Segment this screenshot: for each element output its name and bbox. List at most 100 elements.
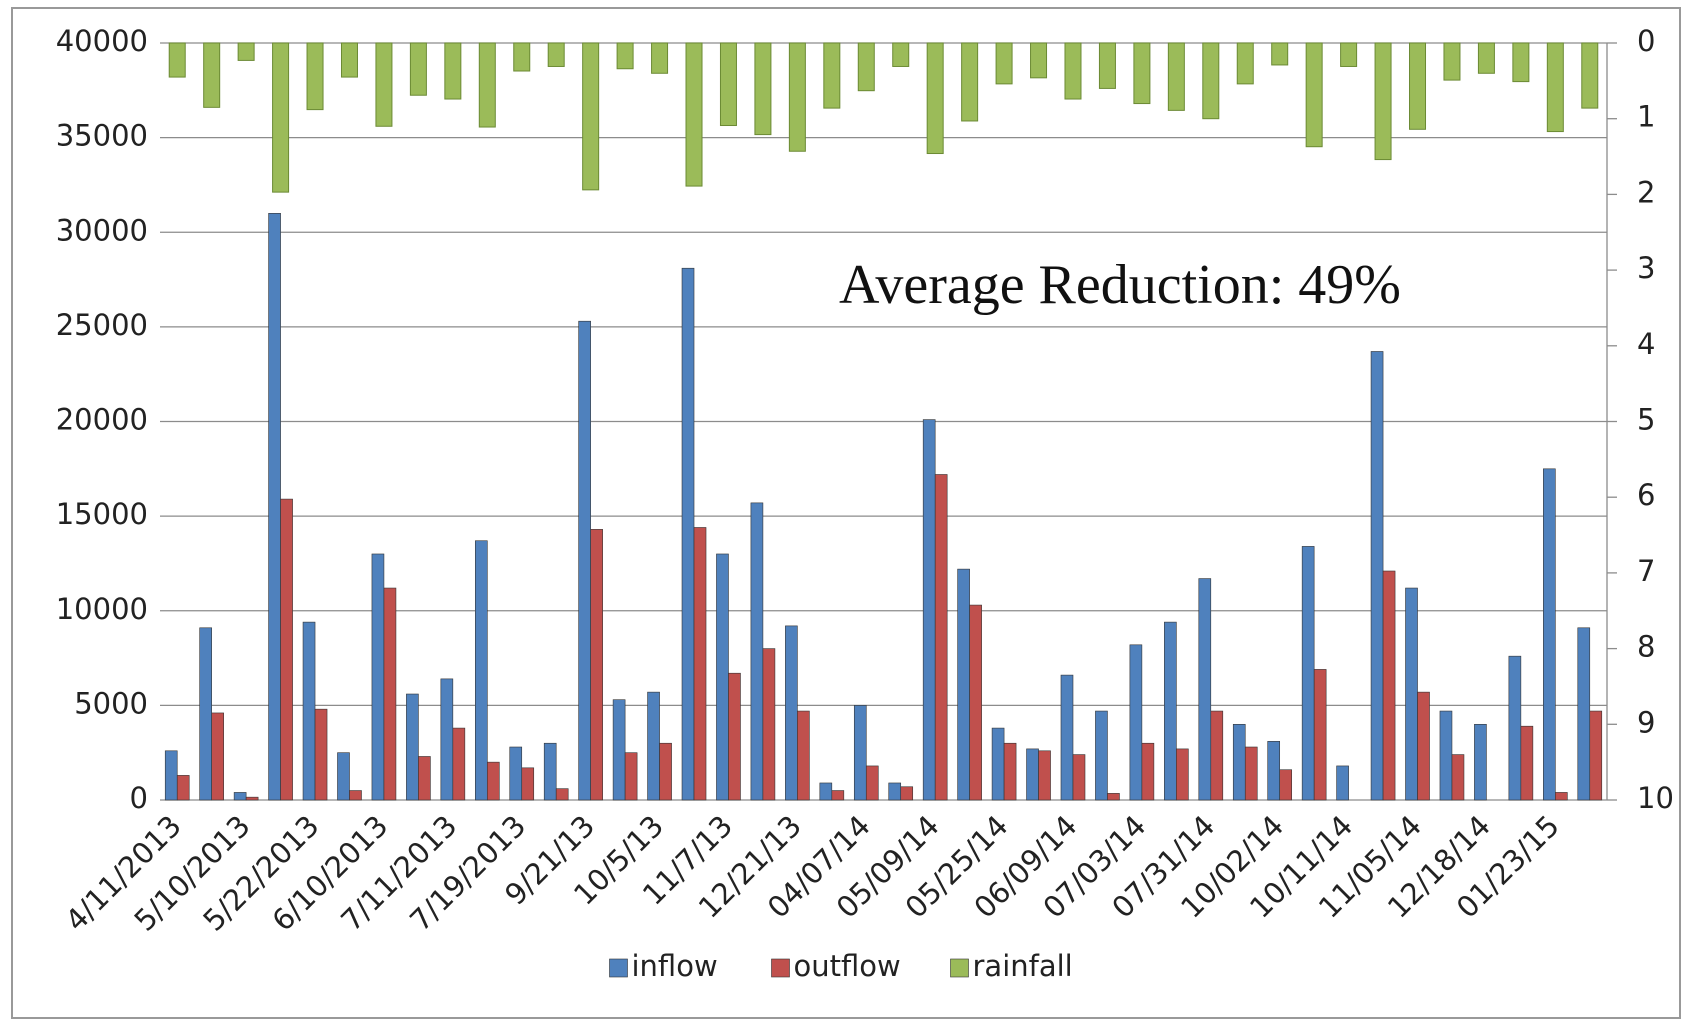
bar bbox=[1336, 765, 1349, 801]
bar bbox=[750, 502, 764, 801]
bar bbox=[1198, 578, 1212, 801]
bar bbox=[1555, 792, 1568, 801]
bar bbox=[831, 790, 845, 801]
rainfall-bar bbox=[547, 42, 565, 67]
bar bbox=[728, 672, 741, 801]
bar bbox=[302, 621, 316, 801]
y2-tick-label: 0 bbox=[1637, 24, 1655, 58]
y2-tick-label: 7 bbox=[1637, 554, 1655, 588]
rainfall-bar bbox=[1409, 42, 1427, 130]
bar bbox=[1095, 710, 1108, 801]
bar bbox=[1543, 468, 1556, 801]
rainfall-bar bbox=[1030, 42, 1048, 79]
bar bbox=[900, 786, 914, 801]
bar bbox=[578, 320, 591, 801]
y2-tick-label: 9 bbox=[1637, 705, 1655, 739]
bar bbox=[819, 782, 833, 801]
bar bbox=[164, 750, 178, 801]
bar bbox=[314, 708, 328, 801]
bar bbox=[233, 792, 247, 801]
rainfall-bar bbox=[444, 42, 462, 100]
bar bbox=[1474, 723, 1487, 801]
bar bbox=[1382, 570, 1396, 801]
y2-tick-label: 5 bbox=[1637, 403, 1655, 437]
bar bbox=[521, 767, 535, 801]
bar bbox=[1417, 691, 1430, 801]
bar bbox=[1508, 655, 1522, 801]
legend-label: rainfall bbox=[973, 949, 1073, 983]
rainfall-bar bbox=[961, 42, 979, 122]
bar bbox=[762, 648, 776, 801]
rainfall-bar bbox=[1305, 42, 1323, 148]
y-tick-label: 40000 bbox=[56, 24, 148, 58]
bar bbox=[647, 691, 660, 801]
bar bbox=[349, 790, 362, 801]
y2-tick-label: 3 bbox=[1637, 251, 1655, 285]
legend-marker bbox=[950, 958, 969, 978]
bar bbox=[865, 765, 879, 801]
bar bbox=[590, 529, 603, 801]
bar bbox=[337, 752, 350, 801]
y-tick-label: 15000 bbox=[56, 497, 148, 531]
bar bbox=[509, 746, 523, 801]
bar bbox=[418, 756, 431, 801]
legend-marker bbox=[771, 958, 790, 978]
rainfall-bar bbox=[1581, 42, 1599, 109]
y-tick-label: 30000 bbox=[56, 213, 148, 247]
rainfall-bar bbox=[1271, 42, 1289, 66]
bar bbox=[211, 712, 224, 801]
bar bbox=[1279, 769, 1293, 801]
bar bbox=[406, 693, 419, 801]
y-tick-label: 0 bbox=[130, 781, 148, 815]
bar bbox=[1210, 710, 1224, 801]
rainfall-bar bbox=[478, 42, 496, 128]
bar bbox=[440, 678, 454, 801]
rainfall-bar bbox=[237, 42, 255, 61]
bar bbox=[486, 761, 500, 801]
bar bbox=[1313, 669, 1327, 801]
bar bbox=[797, 710, 810, 801]
y-tick-label: 35000 bbox=[56, 119, 148, 153]
bar bbox=[1107, 793, 1120, 801]
bar bbox=[176, 775, 190, 801]
rainfall-bar bbox=[1167, 42, 1185, 111]
y2-tick-label: 6 bbox=[1637, 478, 1655, 512]
bar bbox=[969, 604, 982, 801]
bar bbox=[693, 527, 707, 801]
rainfall-bar bbox=[788, 42, 806, 152]
rainfall-bar bbox=[272, 42, 290, 193]
rainfall-bar bbox=[1443, 42, 1461, 81]
rainfall-bar bbox=[340, 42, 358, 78]
rainfall-bar bbox=[306, 42, 324, 111]
rainfall-bar bbox=[1133, 42, 1151, 105]
rainfall-bar bbox=[1477, 42, 1495, 74]
bar bbox=[474, 540, 488, 801]
bar bbox=[1176, 748, 1189, 801]
rainfall-bar bbox=[409, 42, 427, 96]
bar bbox=[853, 705, 867, 801]
bar bbox=[1072, 754, 1086, 801]
bar bbox=[624, 752, 638, 801]
rainfall-bar bbox=[168, 42, 186, 78]
rainfall-bar bbox=[582, 42, 600, 191]
rainfall-bar bbox=[1512, 42, 1530, 83]
bar bbox=[1244, 746, 1258, 801]
bar bbox=[888, 782, 902, 801]
y-tick-label: 5000 bbox=[74, 686, 148, 720]
rainfall-bar bbox=[892, 42, 910, 67]
y2-tick-label: 2 bbox=[1637, 175, 1655, 209]
y2-tick-label: 8 bbox=[1637, 630, 1655, 664]
bar bbox=[543, 742, 557, 801]
bar bbox=[934, 474, 948, 801]
bar bbox=[785, 625, 798, 801]
bar bbox=[199, 627, 212, 801]
y-tick-label: 10000 bbox=[56, 592, 148, 626]
rainfall-bar bbox=[926, 42, 944, 155]
bar bbox=[383, 587, 397, 801]
rainfall-bar bbox=[685, 42, 703, 187]
bar bbox=[1129, 644, 1143, 801]
bar bbox=[1164, 621, 1177, 801]
bar bbox=[659, 742, 672, 801]
bar bbox=[957, 568, 970, 801]
